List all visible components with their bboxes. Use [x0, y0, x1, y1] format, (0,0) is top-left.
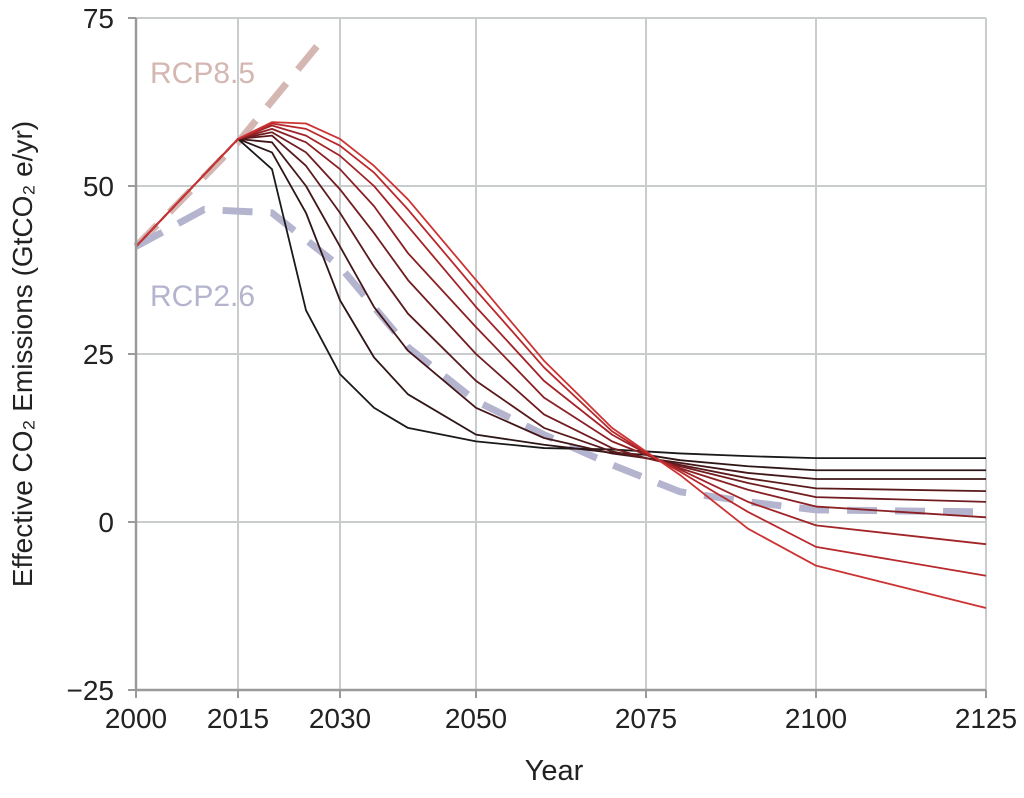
- x-tick-label: 2050: [445, 703, 507, 734]
- x-tick-label: 2030: [309, 703, 371, 734]
- scenario-line-2: [135, 138, 986, 472]
- y-tick-label: 0: [98, 507, 114, 538]
- y-tick-label: 75: [83, 3, 114, 34]
- scenario-line-8: [135, 122, 987, 577]
- scenario-line-4: [135, 134, 987, 492]
- scenario-lines: [135, 121, 987, 609]
- axes: [128, 17, 987, 698]
- tick-labels: 2000 2015 2030 2050 2075 2100 2125 −25 0 25 50 75: [67, 3, 1018, 734]
- y-tick-label: −25: [67, 675, 115, 706]
- y-tick-label: 25: [83, 339, 114, 370]
- scenario-line-6: [135, 127, 987, 519]
- reference-series: RCP8.5 RCP2.6: [133, 32, 987, 516]
- reference-line-rcp26: [134, 205, 987, 516]
- x-tick-label: 2100: [785, 703, 847, 734]
- rcp26-label: RCP2.6: [150, 280, 255, 313]
- x-tick-label: 2000: [105, 703, 167, 734]
- scenario-line-3: [135, 138, 986, 480]
- rcp85-label: RCP8.5: [150, 57, 255, 90]
- x-tick-label: 2075: [615, 703, 677, 734]
- scenario-line-9: [135, 121, 987, 609]
- y-tick-label: 50: [83, 171, 114, 202]
- y-axis-label: Effective CO₂ Emissions (GtCO₂ e/yr): [7, 121, 38, 587]
- x-tick-label: 2015: [207, 703, 269, 734]
- scenario-line-5: [135, 131, 987, 503]
- scenario-line-7: [135, 124, 987, 546]
- grid: [135, 17, 987, 691]
- x-tick-label: 2125: [955, 703, 1017, 734]
- x-axis-label: Year: [525, 755, 584, 787]
- scenario-line-1: [135, 138, 986, 460]
